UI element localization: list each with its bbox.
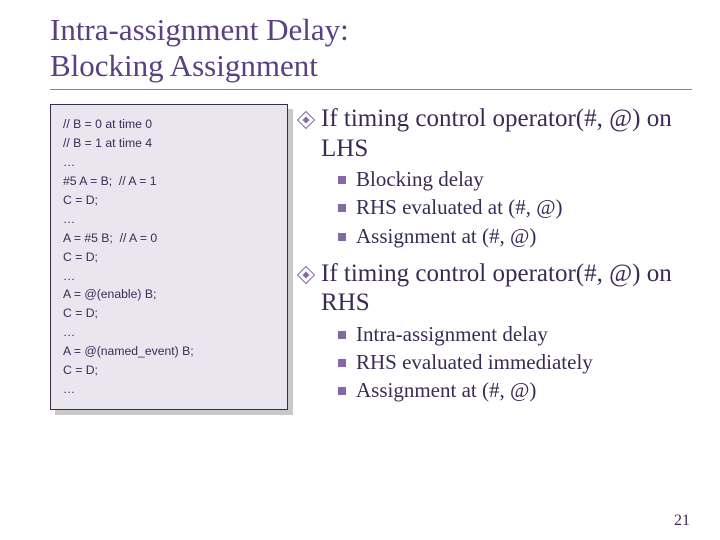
sub-2b: RHS evaluated immediately [338, 350, 692, 375]
sub-1a: Blocking delay [338, 167, 692, 192]
square-icon [338, 233, 346, 241]
point-2-text: If timing control operator(#, @) on RHS [321, 259, 692, 318]
slide-number: 21 [674, 512, 690, 530]
sub-2a: Intra-assignment delay [338, 322, 692, 347]
sub-1a-text: Blocking delay [356, 167, 484, 192]
code-box: // B = 0 at time 0 // B = 1 at time 4 … … [50, 104, 288, 410]
title-line-1: Intra-assignment Delay: [50, 12, 349, 47]
point-1-sublist: Blocking delay RHS evaluated at (#, @) A… [338, 167, 692, 249]
square-icon [338, 204, 346, 212]
diamond-icon [300, 269, 312, 281]
square-icon [338, 176, 346, 184]
square-icon [338, 331, 346, 339]
sub-2c-text: Assignment at (#, @) [356, 378, 536, 403]
square-icon [338, 359, 346, 367]
point-2: If timing control operator(#, @) on RHS [300, 259, 692, 318]
code-box-wrap: // B = 0 at time 0 // B = 1 at time 4 … … [50, 104, 288, 410]
sub-1b: RHS evaluated at (#, @) [338, 195, 692, 220]
content-row: // B = 0 at time 0 // B = 1 at time 4 … … [50, 104, 692, 413]
sub-2a-text: Intra-assignment delay [356, 322, 548, 347]
square-icon [338, 387, 346, 395]
point-1: If timing control operator(#, @) on LHS [300, 104, 692, 163]
main-column: If timing control operator(#, @) on LHS … [300, 104, 692, 413]
sub-1c: Assignment at (#, @) [338, 224, 692, 249]
slide-title: Intra-assignment Delay: Blocking Assignm… [50, 12, 692, 90]
sub-2b-text: RHS evaluated immediately [356, 350, 593, 375]
code-column: // B = 0 at time 0 // B = 1 at time 4 … … [50, 104, 288, 413]
sub-1c-text: Assignment at (#, @) [356, 224, 536, 249]
sub-2c: Assignment at (#, @) [338, 378, 692, 403]
sub-1b-text: RHS evaluated at (#, @) [356, 195, 563, 220]
point-2-sublist: Intra-assignment delay RHS evaluated imm… [338, 322, 692, 404]
diamond-icon [300, 114, 312, 126]
title-line-2: Blocking Assignment [50, 48, 318, 83]
point-1-text: If timing control operator(#, @) on LHS [321, 104, 692, 163]
